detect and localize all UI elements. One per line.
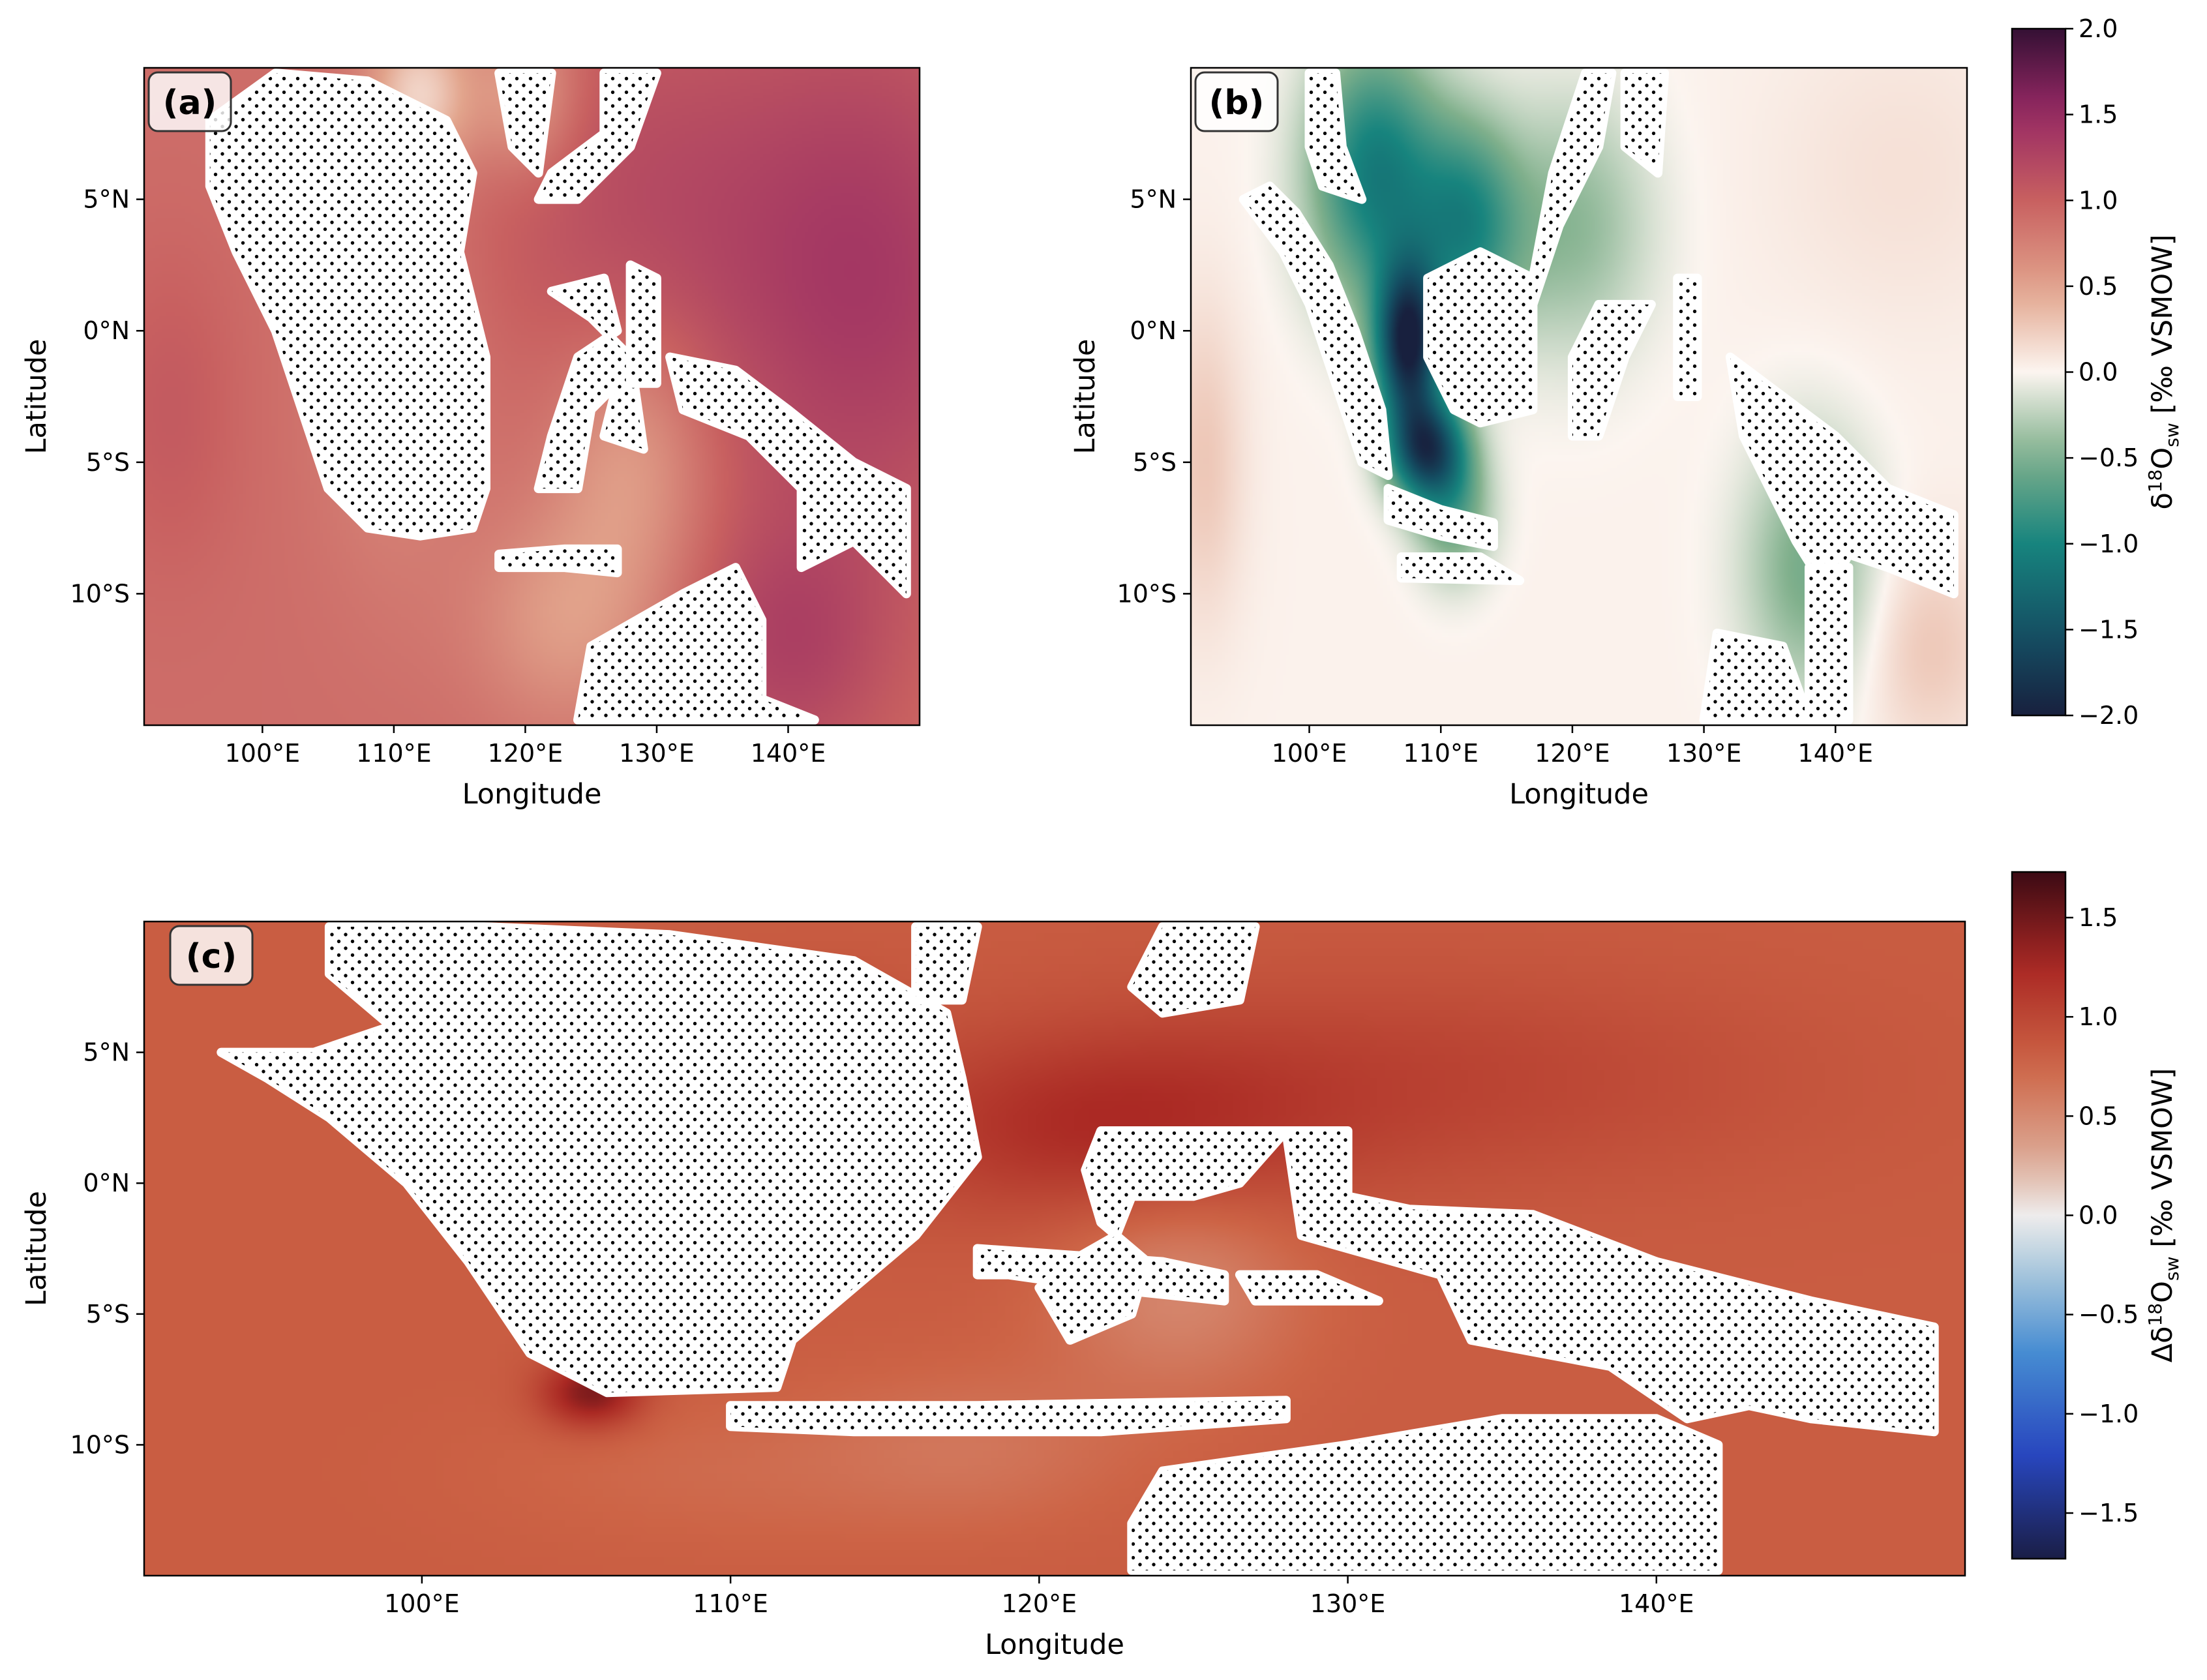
colorbar-tick-label: 1.5 xyxy=(2079,903,2118,932)
y-axis-label: Latitude xyxy=(20,1191,53,1306)
land-polygon-1 xyxy=(533,68,661,204)
y-tick-label: 0°N xyxy=(83,316,130,345)
colorbar-tick-label: 1.0 xyxy=(2079,1002,2118,1031)
land-polygon-7 xyxy=(1725,352,1959,599)
land-polygon-1 xyxy=(1304,68,1367,204)
x-axis-label: Longitude xyxy=(462,778,602,811)
land-polygon-2 xyxy=(1423,68,1617,428)
land-polygon-10 xyxy=(1396,552,1525,586)
colorbar-tick-label: −0.5 xyxy=(2079,1300,2139,1329)
colorbar-tick-label: −1.0 xyxy=(2079,530,2139,558)
land-polygon-2 xyxy=(494,68,556,178)
colorbar-shared-ab: 2.0 1.5 1.0 0.5 0.0 −0.5 −1.0 −1.5 −2.0 δ18Osw [‰… xyxy=(2011,14,2183,730)
x-tick-label: 140°E xyxy=(751,739,826,768)
land-mask xyxy=(217,922,1939,1575)
colorbar-tick-label: −1.0 xyxy=(2079,1400,2139,1428)
panel-label-box xyxy=(1194,71,1279,132)
x-tick-label: 120°E xyxy=(1535,739,1610,768)
colorbar-delta: 1.5 1.0 0.5 0.0 −0.5 −1.0 −1.5 Δδ18Osw [‰ VSMOW… xyxy=(2011,871,2183,1560)
land-polygon-4 xyxy=(1620,68,1670,178)
colorbar-tick-label: −2.0 xyxy=(2079,701,2139,730)
x-tick-label: 100°E xyxy=(1272,739,1347,768)
y-tick-label: 5°S xyxy=(86,1300,130,1328)
y-tick-label: 5°S xyxy=(1133,448,1177,477)
x-tick-label: 120°E xyxy=(488,739,563,768)
panel-a: 100°E 110°E 120°E 130°E 140°E 5°N 0°N 5°S 10°S Lo… xyxy=(20,67,921,811)
x-axis-label: Longitude xyxy=(1509,778,1649,811)
y-tick-label: 5°N xyxy=(83,1038,130,1067)
land-mask xyxy=(1239,68,1959,725)
colorbar-tick-label: 0.5 xyxy=(2079,1102,2118,1130)
colorbar-label: δ18Osw [‰ VSMOW] xyxy=(2144,234,2183,509)
y-tick-label: 10°S xyxy=(70,579,130,608)
y-tick-label: 0°N xyxy=(83,1169,130,1197)
panel-label-box xyxy=(147,71,232,132)
axes-frame xyxy=(143,920,1966,1577)
x-tick-label: 140°E xyxy=(1798,739,1874,768)
x-tick-label: 130°E xyxy=(619,739,695,768)
land-polygon-8 xyxy=(726,1396,1291,1437)
land-polygon-1 xyxy=(911,922,982,1005)
colorbar-label: Δδ18Osw [‰ VSMOW] xyxy=(2144,1068,2183,1363)
y-tick-label: 5°N xyxy=(83,185,130,214)
x-tick-label: 140°E xyxy=(1619,1589,1694,1618)
land-polygon-7 xyxy=(494,544,622,578)
land-polygon-6 xyxy=(573,563,819,725)
x-tick-label: 100°E xyxy=(225,739,301,768)
y-axis-label: Latitude xyxy=(1069,339,1102,455)
y-tick-label: 10°S xyxy=(70,1430,130,1459)
colorbar-tick-label: −1.5 xyxy=(2079,1499,2139,1527)
land-polygon-0 xyxy=(1239,181,1393,480)
x-tick-label: 130°E xyxy=(1666,739,1742,768)
x-tick-label: 110°E xyxy=(356,739,432,768)
land-mask xyxy=(205,68,911,725)
x-tick-label: 120°E xyxy=(1002,1589,1077,1618)
panel-label: (b) xyxy=(1209,83,1265,123)
colorbar-tick-label: 1.5 xyxy=(2079,100,2118,129)
land-polygon-6 xyxy=(1281,1126,1939,1437)
panel-c: 100°E 110°E 120°E 130°E 140°E 5°N 0°N 5°S 10°S Lo… xyxy=(20,920,1966,1661)
colorbar-tick-label: 1.0 xyxy=(2079,186,2118,215)
land-polygon-6 xyxy=(1673,273,1702,401)
x-axis-label: Longitude xyxy=(985,1628,1124,1661)
colorbar-tick-label: −0.5 xyxy=(2079,443,2139,472)
panel-label-box xyxy=(169,925,254,986)
colorbar-tick-label: 0.0 xyxy=(2079,1201,2118,1230)
land-polygon-0 xyxy=(217,922,982,1398)
colorbar-tick-label: 0.5 xyxy=(2079,272,2118,301)
colorbar-ramp xyxy=(2011,871,2067,1560)
land-polygon-4 xyxy=(1034,1126,1291,1345)
land-polygon-3 xyxy=(1383,484,1498,551)
y-tick-label: 0°N xyxy=(1130,316,1177,345)
y-tick-label: 10°S xyxy=(1117,579,1177,608)
y-tick-label: 5°N xyxy=(1130,185,1177,214)
y-axis-label: Latitude xyxy=(20,339,53,455)
panel-label: (c) xyxy=(186,937,237,976)
x-tick-label: 110°E xyxy=(693,1589,768,1618)
land-polygon-5 xyxy=(1235,1270,1383,1306)
colorbar-tick-label: 2.0 xyxy=(2079,14,2118,43)
land-polygon-9 xyxy=(1805,563,1854,725)
land-polygon-5 xyxy=(1567,299,1656,441)
colorbar-tick-label: 0.0 xyxy=(2079,358,2118,387)
axes-frame xyxy=(143,67,921,727)
colorbar-tick-label: −1.5 xyxy=(2079,615,2139,644)
axes-frame xyxy=(1190,67,1968,727)
x-tick-label: 130°E xyxy=(1310,1589,1386,1618)
y-tick-label: 5°S xyxy=(86,448,130,477)
x-tick-label: 100°E xyxy=(384,1589,460,1618)
land-polygon-5 xyxy=(665,352,911,599)
land-polygon-7 xyxy=(1127,1414,1723,1575)
panel-b: 100°E 110°E 120°E 130°E 140°E 5°N 0°N 5°S 10°S Lo… xyxy=(1069,67,1968,811)
land-polygon-2 xyxy=(1127,922,1260,1018)
colorbar-ramp xyxy=(2011,27,2067,717)
land-polygon-4 xyxy=(625,260,661,388)
land-polygon-0 xyxy=(205,68,490,541)
panel-label: (a) xyxy=(163,83,217,123)
x-tick-label: 110°E xyxy=(1403,739,1479,768)
